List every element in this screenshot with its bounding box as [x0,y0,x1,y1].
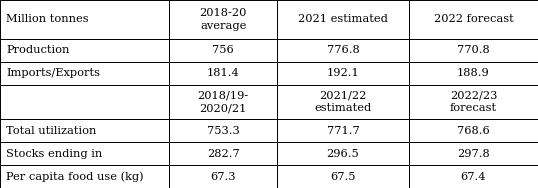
Bar [169,119,277,142]
Bar [409,85,538,119]
Text: 67.4: 67.4 [461,172,486,182]
Bar [277,39,409,62]
Text: 181.4: 181.4 [207,68,239,78]
Bar [277,165,409,188]
Text: 2021/22
estimated: 2021/22 estimated [314,91,372,113]
Bar [277,62,409,85]
Bar [409,165,538,188]
Bar [277,119,409,142]
Text: Million tonnes: Million tonnes [6,14,89,24]
Text: Per capita food use (kg): Per capita food use (kg) [6,171,144,182]
Bar [277,85,409,119]
Bar [0,165,169,188]
Bar [409,0,538,39]
Bar [0,142,169,165]
Bar [169,85,277,119]
Bar [277,142,409,165]
Bar [169,0,277,39]
Text: 67.5: 67.5 [330,172,356,182]
Text: Stocks ending in: Stocks ending in [6,149,103,159]
Bar [409,142,538,165]
Bar [409,39,538,62]
Bar [0,85,169,119]
Text: 297.8: 297.8 [457,149,490,159]
Text: 2018-20
average: 2018-20 average [200,8,247,31]
Text: 770.8: 770.8 [457,45,490,55]
Text: Total utilization: Total utilization [6,126,97,136]
Text: 296.5: 296.5 [327,149,359,159]
Text: 2018/19-
2020/21: 2018/19- 2020/21 [197,91,249,113]
Text: 768.6: 768.6 [457,126,490,136]
Bar [409,62,538,85]
Bar [0,0,169,39]
Bar [169,62,277,85]
Bar [277,0,409,39]
Text: 2021 estimated: 2021 estimated [298,14,388,24]
Text: Imports/Exports: Imports/Exports [6,68,101,78]
Text: 192.1: 192.1 [327,68,359,78]
Bar [0,39,169,62]
Bar [169,142,277,165]
Text: 67.3: 67.3 [210,172,236,182]
Text: 771.7: 771.7 [327,126,359,136]
Text: 2022/23
forecast: 2022/23 forecast [450,91,497,113]
Text: 2022 forecast: 2022 forecast [434,14,513,24]
Bar [169,39,277,62]
Bar [409,119,538,142]
Text: 753.3: 753.3 [207,126,239,136]
Text: 188.9: 188.9 [457,68,490,78]
Bar [0,62,169,85]
Text: 776.8: 776.8 [327,45,359,55]
Bar [0,119,169,142]
Text: 282.7: 282.7 [207,149,239,159]
Text: 756: 756 [213,45,234,55]
Bar [169,165,277,188]
Text: Production: Production [6,45,70,55]
